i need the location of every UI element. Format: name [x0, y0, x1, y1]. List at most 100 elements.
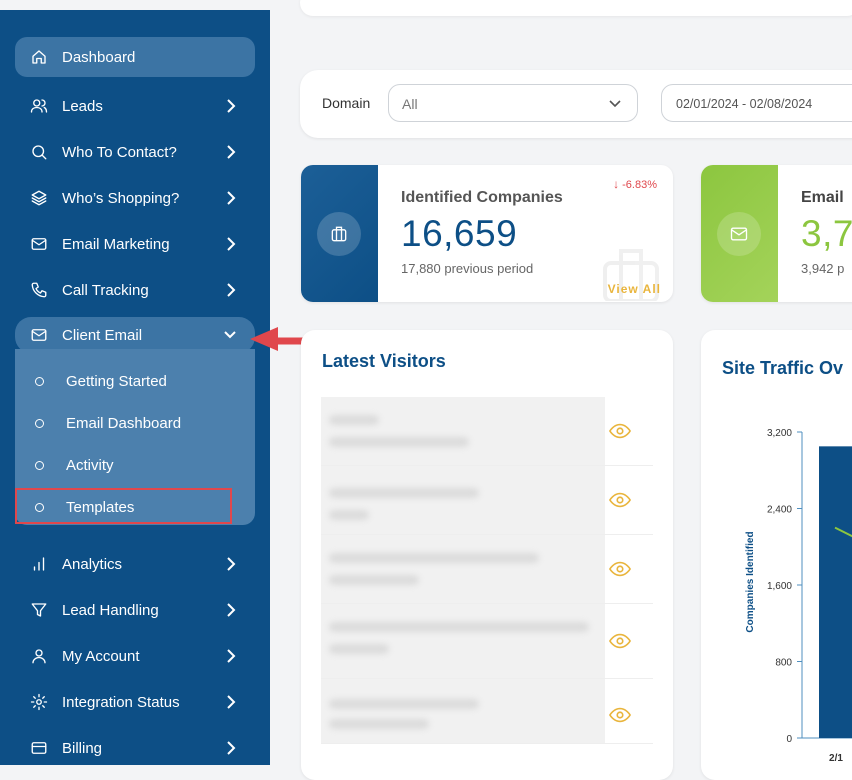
eye-icon[interactable]: [608, 559, 632, 579]
stat-change-value: -6.83%: [622, 179, 657, 191]
sidebar-item-label: Analytics: [62, 555, 123, 573]
card-icon: [29, 738, 49, 758]
sidebar-item-label: My Account: [62, 647, 140, 665]
card-icon-band: [701, 165, 778, 302]
circle-bullet-icon: [35, 376, 44, 386]
blurred-visitor-info: [321, 466, 605, 534]
client-email-submenu: Getting Started Email Dashboard Activity…: [15, 349, 255, 525]
templates-highlight-box: [15, 488, 232, 524]
y-tick-label: 0: [786, 734, 792, 745]
y-tick-label: 2,400: [767, 505, 792, 516]
visitor-row[interactable]: [321, 604, 653, 679]
mail-icon: [29, 234, 49, 254]
search-icon: [29, 142, 49, 162]
chart-title: Site Traffic Ov: [722, 358, 844, 378]
user-icon: [29, 646, 49, 666]
chevron-down-icon: [223, 328, 237, 340]
chevron-right-icon: [225, 143, 237, 161]
filter-icon: [29, 600, 49, 620]
panel-title: Latest Visitors: [322, 351, 446, 371]
visitor-row[interactable]: [321, 535, 653, 604]
chevron-right-icon: [225, 601, 237, 619]
sidebar-item-label: Who To Contact?: [62, 143, 177, 161]
sidebar-item-leads[interactable]: Leads: [15, 86, 255, 126]
chart-bar: [819, 446, 852, 738]
date-range-input[interactable]: 02/01/2024 - 02/08/2024: [661, 84, 852, 122]
visitor-row[interactable]: [321, 397, 653, 466]
layers-icon: [29, 188, 49, 208]
y-tick-label: 800: [775, 658, 792, 669]
sidebar-item-my-account[interactable]: My Account: [15, 636, 255, 676]
briefcase-watermark-icon: [603, 249, 659, 301]
home-icon: [29, 47, 49, 67]
submenu-item-templates[interactable]: Templates: [15, 489, 255, 525]
chevron-right-icon: [225, 555, 237, 573]
stat-previous: 17,880 previous period: [401, 261, 534, 276]
chevron-right-icon: [225, 281, 237, 299]
mail-icon: [717, 212, 761, 256]
chevron-right-icon: [225, 739, 237, 757]
view-all-link[interactable]: View All: [607, 282, 661, 296]
submenu-item-email-dashboard[interactable]: Email Dashboard: [15, 405, 255, 441]
date-range-value: 02/01/2024 - 02/08/2024: [676, 97, 813, 111]
submenu-item-label: Activity: [66, 456, 114, 474]
chevron-down-icon: [609, 100, 621, 108]
sidebar-item-call-tracking[interactable]: Call Tracking: [15, 270, 255, 310]
sidebar-item-integration-status[interactable]: Integration Status: [15, 682, 255, 722]
users-icon: [29, 96, 49, 116]
circle-bullet-icon: [35, 418, 44, 428]
eye-icon[interactable]: [608, 631, 632, 651]
sidebar-item-email-marketing[interactable]: Email Marketing: [15, 224, 255, 264]
bar-chart-icon: [29, 554, 49, 574]
sidebar-item-whos-shopping[interactable]: Who’s Shopping?: [15, 178, 255, 218]
card-icon-band: [301, 165, 378, 302]
eye-icon[interactable]: [608, 421, 632, 441]
sidebar-item-lead-handling[interactable]: Lead Handling: [15, 590, 255, 630]
traffic-chart: Companies Identified 3,200 2,400 1,600 800 0…: [745, 428, 852, 764]
sidebar-item-label: Lead Handling: [62, 601, 159, 619]
stat-title: Email: [801, 189, 844, 206]
circle-bullet-icon: [35, 460, 44, 470]
stat-value: 3,7: [801, 213, 852, 254]
blurred-visitor-info: [321, 397, 605, 465]
circle-bullet-icon: [35, 502, 44, 512]
domain-select-value: All: [402, 96, 418, 112]
sidebar-item-who-to-contact[interactable]: Who To Contact?: [15, 132, 255, 172]
chevron-right-icon: [225, 693, 237, 711]
sidebar-item-analytics[interactable]: Analytics: [15, 544, 255, 584]
chart-line: [834, 526, 852, 538]
stat-title: Identified Companies: [401, 189, 563, 206]
domain-select[interactable]: All: [388, 84, 638, 122]
stat-change: ↓ -6.83%: [613, 177, 657, 191]
identified-companies-card: Identified Companies 16,659 17,880 previ…: [301, 165, 673, 302]
blurred-visitor-info: [321, 535, 605, 603]
gear-icon: [29, 692, 49, 712]
submenu-item-getting-started[interactable]: Getting Started: [15, 363, 255, 399]
submenu-item-label: Getting Started: [66, 372, 167, 390]
chevron-right-icon: [225, 647, 237, 665]
sidebar-item-billing[interactable]: Billing: [15, 728, 255, 768]
chevron-right-icon: [225, 189, 237, 207]
visitor-row[interactable]: [321, 679, 653, 744]
sidebar-item-dashboard[interactable]: Dashboard: [15, 37, 255, 77]
submenu-item-label: Templates: [66, 498, 135, 516]
y-axis-label: Companies Identified: [745, 531, 756, 632]
sidebar-item-label: Leads: [62, 97, 103, 115]
latest-visitors-panel: Latest Visitors: [301, 330, 673, 780]
arrow-down-icon: ↓: [613, 177, 620, 191]
blurred-visitor-info: [321, 679, 605, 743]
site-traffic-panel: Site Traffic Ov Companies Identified 3,2…: [701, 330, 852, 780]
visitor-row[interactable]: [321, 466, 653, 535]
sidebar-item-client-email[interactable]: Client Email: [15, 317, 255, 353]
submenu-item-label: Email Dashboard: [66, 414, 182, 432]
chevron-right-icon: [225, 235, 237, 253]
eye-icon[interactable]: [608, 705, 632, 725]
y-tick-label: 1,600: [767, 581, 792, 592]
domain-label: Domain: [322, 95, 371, 111]
submenu-item-activity[interactable]: Activity: [15, 447, 255, 483]
eye-icon[interactable]: [608, 490, 632, 510]
stat-value: 16,659: [401, 213, 518, 254]
mail-icon: [29, 325, 49, 345]
sidebar-item-label: Integration Status: [62, 693, 180, 711]
stat-previous: 3,942 p: [801, 261, 845, 276]
